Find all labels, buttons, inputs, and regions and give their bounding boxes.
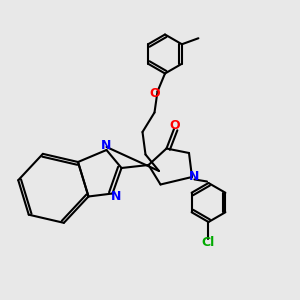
Text: N: N [101,139,112,152]
Text: N: N [189,170,200,184]
Text: Cl: Cl [202,236,215,250]
Text: O: O [150,86,160,100]
Text: N: N [111,190,121,203]
Text: O: O [169,119,180,132]
